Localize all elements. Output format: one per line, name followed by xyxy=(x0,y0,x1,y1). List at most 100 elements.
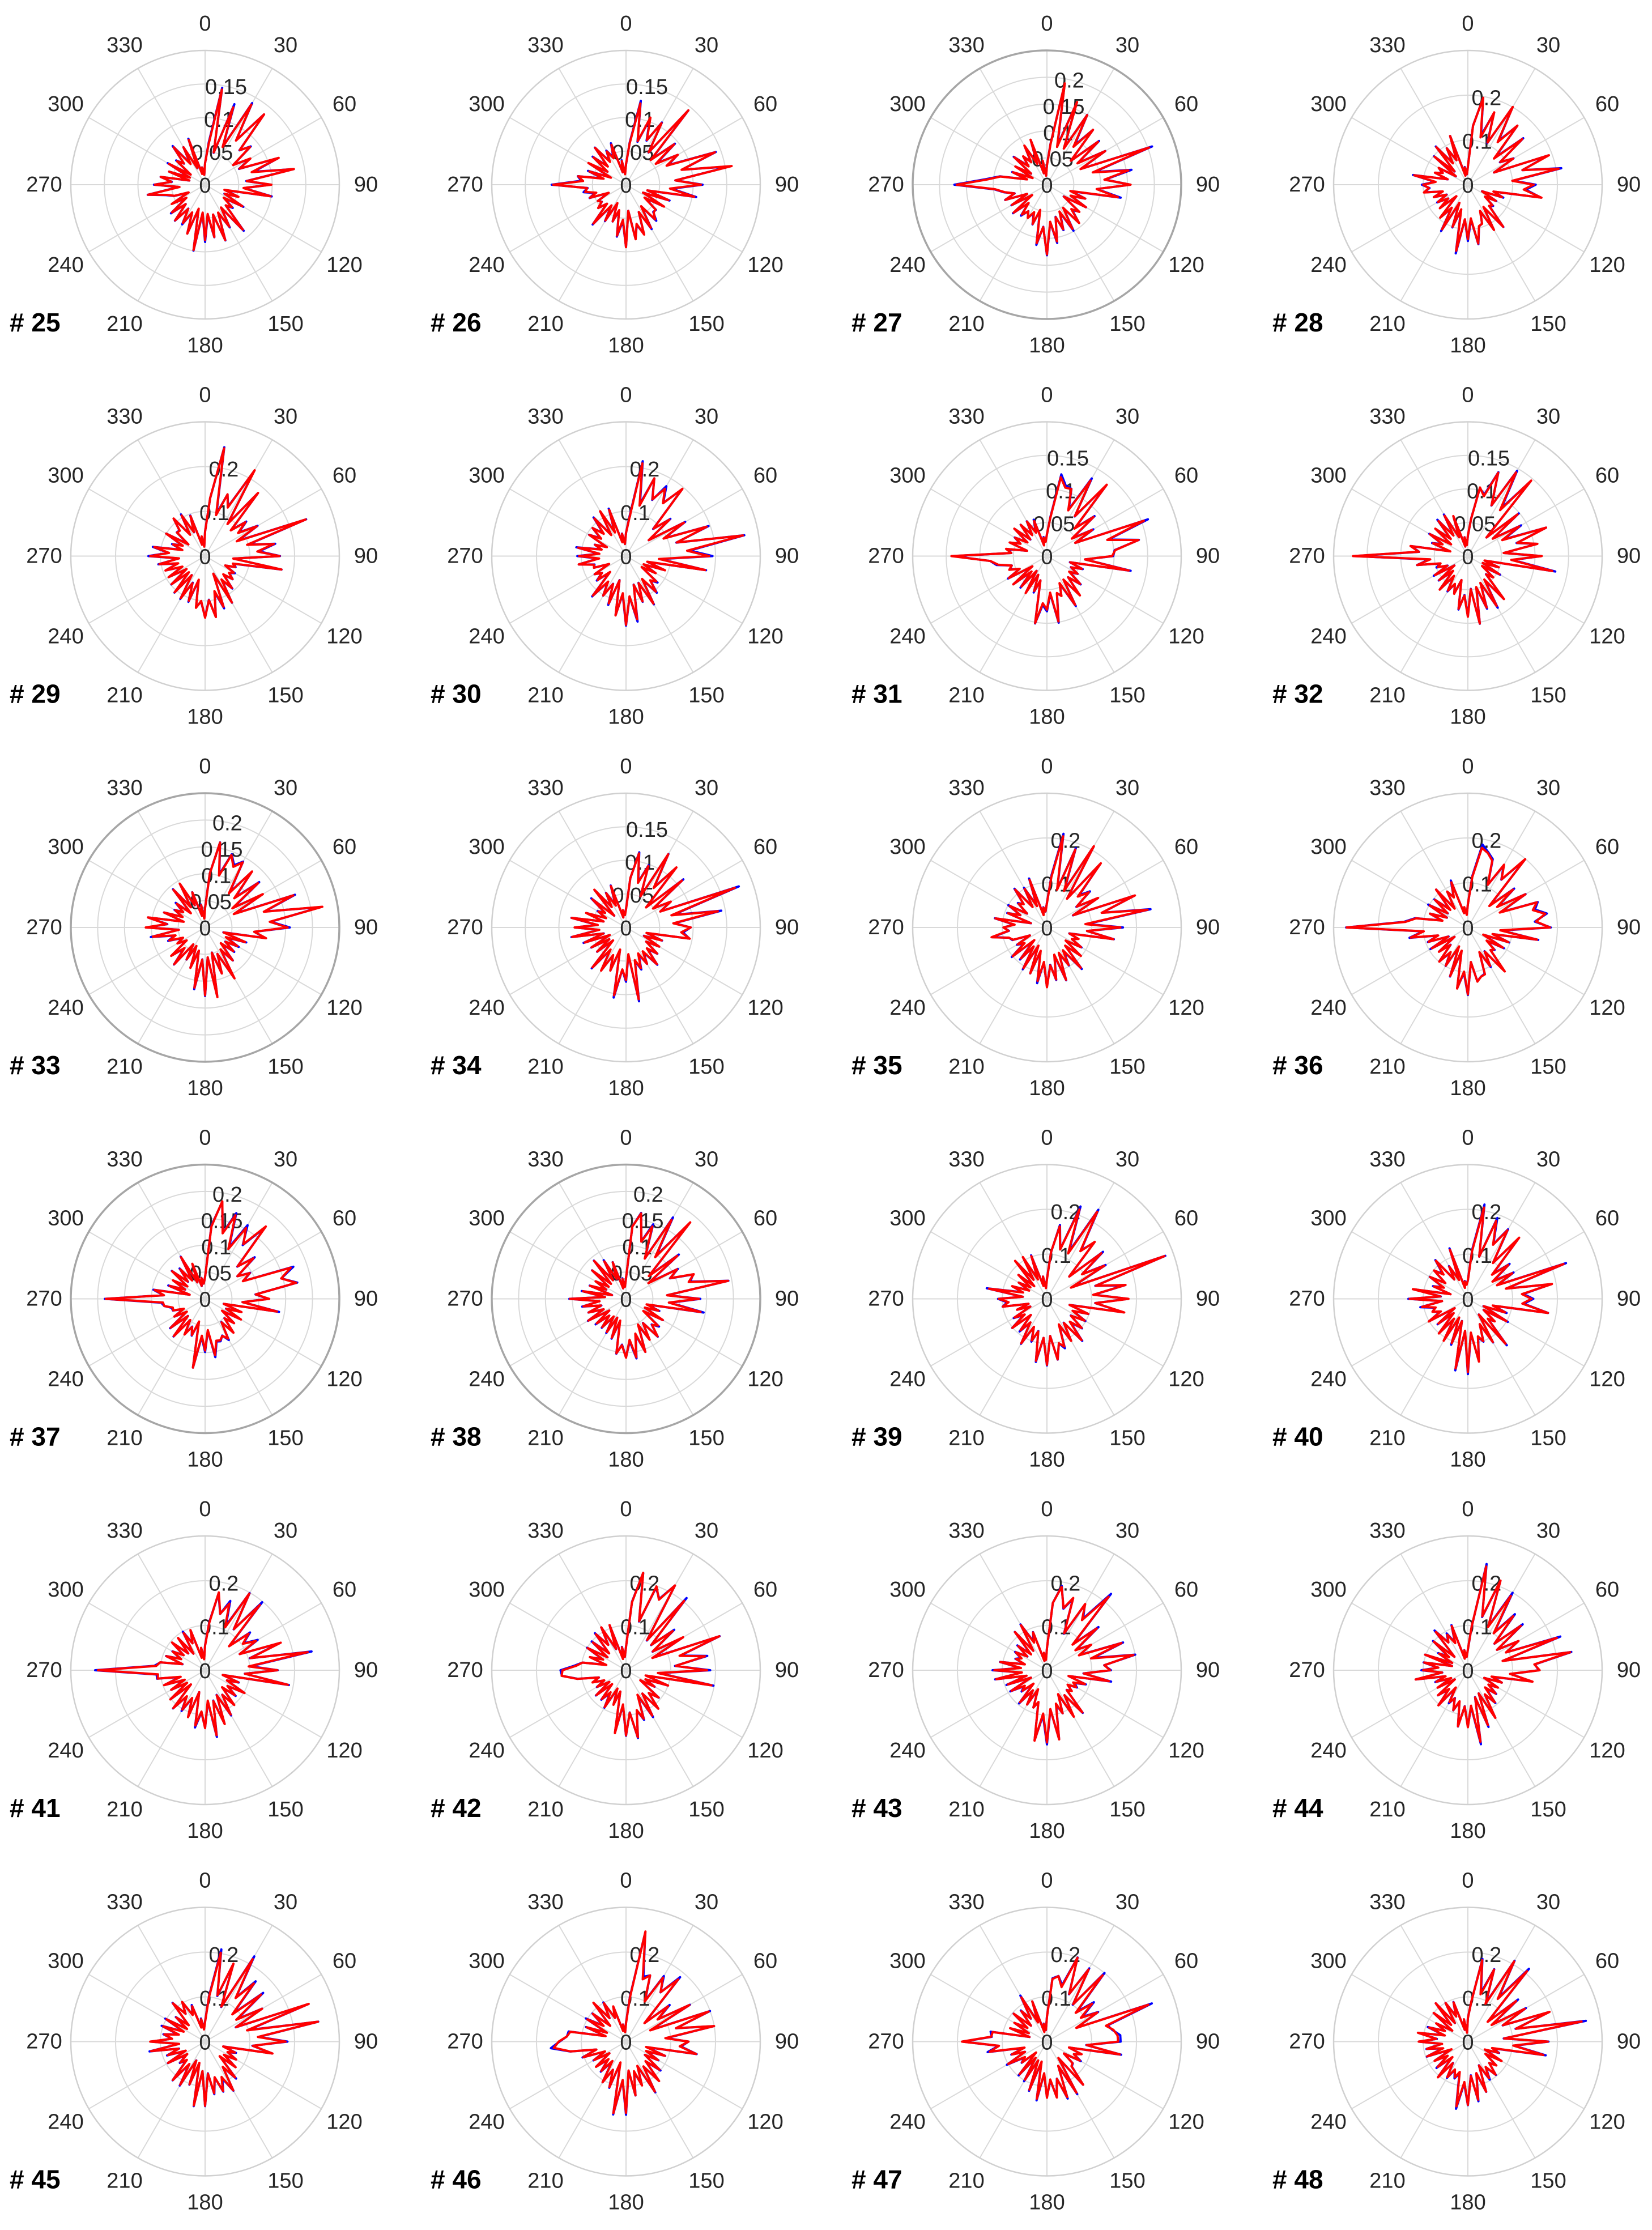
panel-number-label: # 44 xyxy=(1272,1793,1323,1823)
radial-tick-label: 0 xyxy=(199,2031,211,2055)
angle-tick-label: 300 xyxy=(889,92,925,116)
angle-tick-label: 0 xyxy=(1041,1126,1053,1150)
angle-tick-label: 120 xyxy=(1589,253,1625,277)
angle-tick-label: 30 xyxy=(1115,405,1139,429)
angle-tick-label: 180 xyxy=(1029,1819,1065,1843)
angle-tick-label: 180 xyxy=(1450,334,1485,358)
angle-tick-label: 240 xyxy=(889,625,925,649)
angle-tick-label: 120 xyxy=(1589,2110,1625,2134)
angle-tick-label: 270 xyxy=(1289,916,1325,939)
radial-tick-label: 0.2 xyxy=(212,1183,242,1207)
angle-tick-label: 0 xyxy=(620,1126,632,1150)
angle-tick-label: 300 xyxy=(1310,464,1346,488)
angle-tick-label: 30 xyxy=(274,33,297,57)
angle-tick-label: 240 xyxy=(1310,996,1346,1020)
angle-tick-label: 150 xyxy=(267,312,303,336)
angle-tick-label: 210 xyxy=(527,2169,563,2193)
angle-tick-label: 150 xyxy=(1109,1798,1145,1822)
angle-tick-label: 240 xyxy=(889,253,925,277)
angle-tick-label: 270 xyxy=(447,173,483,197)
polar-panel: 0 30 60 90 120 150 180 210 240 270 300 330 0 0.1 0.2 # … xyxy=(1272,1869,1641,2215)
angle-tick-label: 180 xyxy=(608,1819,644,1843)
angular-spoke xyxy=(980,1182,1048,1299)
radial-tick-label: 0 xyxy=(1462,546,1474,569)
angle-tick-label: 120 xyxy=(1589,996,1625,1020)
angular-spoke xyxy=(1401,556,1468,673)
radial-tick-label: 0 xyxy=(1041,1659,1053,1683)
angle-tick-label: 180 xyxy=(187,1448,223,1472)
angle-tick-label: 270 xyxy=(1289,1658,1325,1682)
radial-tick-label: 0.1 xyxy=(201,864,231,888)
radial-tick-label: 0 xyxy=(199,1288,211,1312)
angle-tick-label: 210 xyxy=(948,1427,984,1450)
angle-tick-label: 330 xyxy=(1369,1891,1405,1914)
angle-tick-label: 300 xyxy=(469,1207,504,1231)
panel-number-label: # 35 xyxy=(851,1050,902,1080)
angle-tick-label: 180 xyxy=(187,2191,223,2215)
angular-spoke xyxy=(510,185,626,252)
angle-tick-label: 90 xyxy=(1196,1287,1220,1311)
angle-tick-label: 30 xyxy=(1115,776,1139,800)
angle-tick-label: 210 xyxy=(1369,2169,1405,2193)
angle-tick-label: 270 xyxy=(26,1287,62,1311)
angle-tick-label: 210 xyxy=(527,684,563,708)
radial-tick-label: 0 xyxy=(199,546,211,569)
angle-tick-label: 150 xyxy=(688,2169,724,2193)
angle-tick-label: 180 xyxy=(1450,1448,1485,1472)
angular-spoke xyxy=(510,1670,626,1738)
angle-tick-label: 0 xyxy=(1041,1869,1053,1893)
angle-tick-label: 180 xyxy=(1450,705,1485,729)
polar-panel: 030609012015018021024027030033000.050.10… xyxy=(10,755,378,1100)
angle-tick-label: 30 xyxy=(695,776,718,800)
angle-tick-label: 0 xyxy=(1462,755,1474,778)
polar-panel: 030609012015018021024027030033000.050.10… xyxy=(431,755,799,1100)
angle-tick-label: 180 xyxy=(608,705,644,729)
angle-tick-label: 30 xyxy=(1115,33,1139,57)
panel-number-label: # 32 xyxy=(1272,679,1323,709)
angle-tick-label: 270 xyxy=(1289,2030,1325,2054)
angle-tick-label: 300 xyxy=(889,1578,925,1602)
angle-tick-label: 150 xyxy=(1530,2169,1566,2193)
angular-spoke xyxy=(931,1670,1047,1738)
angle-tick-label: 60 xyxy=(333,92,356,116)
angle-tick-label: 120 xyxy=(1589,625,1625,649)
angle-tick-label: 240 xyxy=(469,2110,504,2134)
panel-number-label: # 29 xyxy=(10,679,61,709)
angle-tick-label: 90 xyxy=(1617,916,1641,939)
angle-tick-label: 150 xyxy=(1109,2169,1145,2193)
angle-tick-label: 270 xyxy=(26,544,62,568)
polar-panel: 0 30 60 90 120 150 180 210 240 270 300 330 0 0.1 0.2 # … xyxy=(1272,1497,1641,1843)
angle-tick-label: 90 xyxy=(775,544,799,568)
polar-panel: 030609012015018021024027030033000.050.10… xyxy=(10,12,378,358)
radial-tick-label: 0.1 xyxy=(1462,1244,1492,1268)
angle-tick-label: 30 xyxy=(274,1148,297,1172)
polar-panel: 030609012015018021024027030033000.050.10… xyxy=(851,12,1220,358)
angle-tick-label: 0 xyxy=(1041,12,1053,36)
polar-panel: 0 30 60 90 120 150 180 210 240 270 300 330 0 0.1 0.2 # … xyxy=(851,755,1220,1100)
angular-spoke xyxy=(559,69,627,185)
angle-tick-label: 240 xyxy=(48,625,83,649)
series-red-line xyxy=(1410,1207,1564,1372)
panel-number-label: # 36 xyxy=(1272,1050,1323,1080)
polar-panel: 0 30 60 90 120 150 180 210 240 270 300 330 0 0.1 0.2 # … xyxy=(431,384,799,729)
angle-tick-label: 120 xyxy=(326,2110,362,2134)
angle-tick-label: 60 xyxy=(333,1578,356,1602)
radial-tick-label: 0.15 xyxy=(1468,447,1510,471)
polar-panel: 0 30 60 90 120 150 180 210 240 270 300 330 0 0.1 0.2 # … xyxy=(431,1869,799,2215)
radial-tick-label: 0.1 xyxy=(201,1236,231,1259)
angle-tick-label: 180 xyxy=(608,1076,644,1100)
angle-tick-label: 180 xyxy=(1029,2191,1065,2215)
angle-tick-label: 270 xyxy=(26,1658,62,1682)
angle-tick-label: 150 xyxy=(1530,684,1566,708)
angle-tick-label: 30 xyxy=(695,1148,718,1172)
angle-tick-label: 270 xyxy=(868,2030,904,2054)
angle-tick-label: 60 xyxy=(1174,92,1198,116)
angle-tick-label: 30 xyxy=(695,1891,718,1914)
angle-tick-label: 60 xyxy=(753,92,777,116)
angle-tick-label: 210 xyxy=(948,312,984,336)
angle-tick-label: 0 xyxy=(1462,1126,1474,1150)
angle-tick-label: 300 xyxy=(1310,1950,1346,1973)
angle-tick-label: 240 xyxy=(889,1368,925,1391)
polar-chart-grid: 030609012015018021024027030033000.050.10… xyxy=(0,0,1652,2230)
angular-spoke xyxy=(510,1299,626,1367)
